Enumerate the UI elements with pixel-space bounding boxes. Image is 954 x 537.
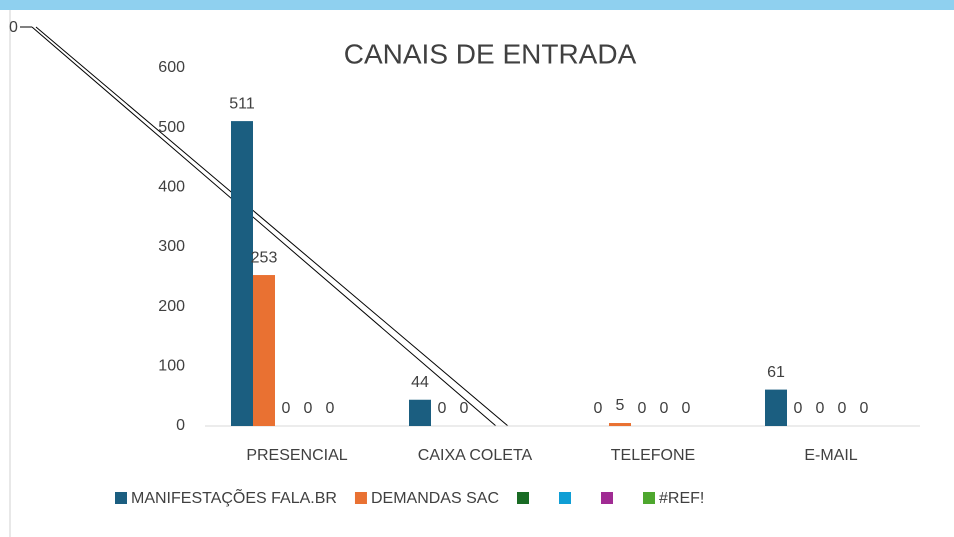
x-tick-label: CAIXA COLETA	[418, 447, 533, 464]
value-label: 0	[682, 400, 691, 417]
value-label: 0	[860, 400, 869, 417]
bar	[409, 399, 431, 426]
stray-line	[35, 26, 509, 427]
stray-line	[31, 26, 497, 427]
legend-label: #REF!	[659, 490, 704, 507]
stray-label: 0	[9, 19, 18, 36]
value-label: 5	[616, 397, 625, 414]
x-tick-label: TELEFONE	[611, 447, 695, 464]
x-tick-label: E-MAIL	[804, 447, 857, 464]
value-label: 253	[251, 249, 278, 266]
y-tick-label: 0	[176, 417, 185, 434]
value-label: 0	[460, 400, 469, 417]
value-label: 0	[816, 400, 825, 417]
legend-swatch	[115, 492, 127, 504]
value-label: 0	[326, 400, 335, 417]
bar	[231, 121, 253, 426]
x-tick-label: PRESENCIAL	[246, 447, 347, 464]
value-label: 0	[438, 400, 447, 417]
value-label: 0	[638, 400, 647, 417]
legend-label: DEMANDAS SAC	[371, 490, 499, 507]
value-label: 0	[282, 400, 291, 417]
value-label: 0	[660, 400, 669, 417]
value-label: 0	[838, 400, 847, 417]
chart-title: CANAIS DE ENTRADA	[344, 38, 637, 69]
bar	[609, 423, 631, 426]
value-label: 44	[411, 374, 429, 391]
legend-label: MANIFESTAÇÕES FALA.BR	[131, 487, 337, 507]
legend-swatch	[559, 492, 571, 504]
value-label: 61	[767, 364, 785, 381]
top-band	[0, 0, 954, 10]
y-tick-label: 300	[158, 238, 185, 255]
bar	[253, 275, 275, 426]
legend-swatch	[643, 492, 655, 504]
y-tick-label: 200	[158, 298, 185, 315]
value-label: 0	[594, 400, 603, 417]
legend-swatch	[601, 492, 613, 504]
legend-swatch	[354, 492, 367, 504]
value-label: 511	[229, 95, 255, 112]
y-tick-label: 500	[158, 119, 185, 136]
legend-swatch	[517, 492, 529, 504]
y-tick-label: 400	[158, 179, 185, 196]
bar	[765, 389, 787, 426]
y-tick-label: 600	[158, 59, 185, 76]
y-tick-label: 100	[158, 358, 185, 375]
value-label: 0	[304, 400, 313, 417]
value-label: 0	[794, 400, 803, 417]
